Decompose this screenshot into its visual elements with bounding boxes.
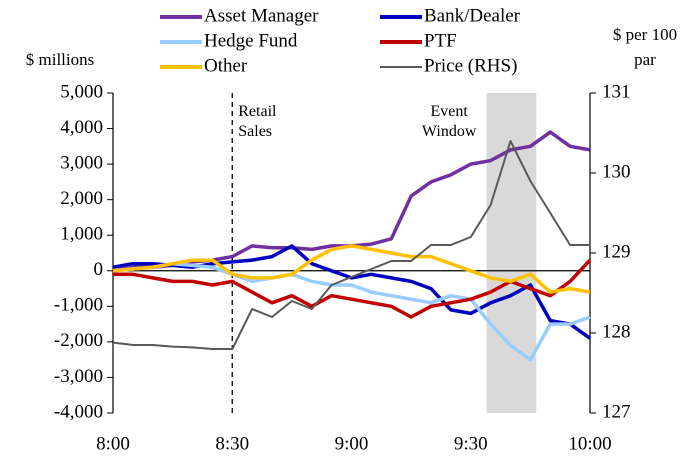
y-tick-label: -1,000 (54, 295, 103, 316)
series-line (112, 244, 591, 294)
x-tick-label: 9:30 (454, 433, 488, 454)
y-tick-label: -3,000 (54, 366, 103, 387)
y2-axis-label: $ per 100 par (612, 25, 678, 69)
y-tick-label: 3,000 (60, 152, 103, 173)
y-axis-label: $ millions (25, 50, 95, 69)
y2-tick-label: 131 (602, 81, 631, 102)
y-tick-label: -4,000 (54, 401, 103, 422)
y-tick-label: 2,000 (60, 188, 103, 209)
x-tick-label: 10:00 (568, 433, 611, 454)
y2-tick-label: 128 (602, 321, 631, 342)
y-tick-label: 5,000 (60, 81, 103, 102)
x-tick-label: 8:00 (96, 433, 130, 454)
y-tick-label: 0 (94, 259, 104, 280)
x-tick-label: 9:00 (335, 433, 369, 454)
event-window-label: Event Window (421, 103, 477, 140)
series-line (112, 261, 591, 362)
y2-tick-label: 129 (602, 241, 631, 262)
x-tick-label: 8:30 (215, 433, 249, 454)
legend-label: PTF (424, 30, 457, 51)
y-tick-label: 4,000 (60, 117, 103, 138)
legend-label: Hedge Fund (204, 30, 298, 51)
retail-sales-label: Retail Sales (238, 103, 277, 140)
y2-tick-label: 130 (602, 161, 631, 182)
series-line (112, 140, 590, 350)
y-tick-label: 1,000 (60, 224, 103, 245)
legend-label: Asset Manager (204, 5, 319, 26)
legend-label: Price (RHS) (424, 55, 517, 76)
legend-label: Bank/Dealer (424, 5, 521, 26)
y2-tick-label: 127 (602, 401, 631, 422)
legend-label: Other (204, 55, 248, 76)
y-tick-label: -2,000 (54, 330, 103, 351)
